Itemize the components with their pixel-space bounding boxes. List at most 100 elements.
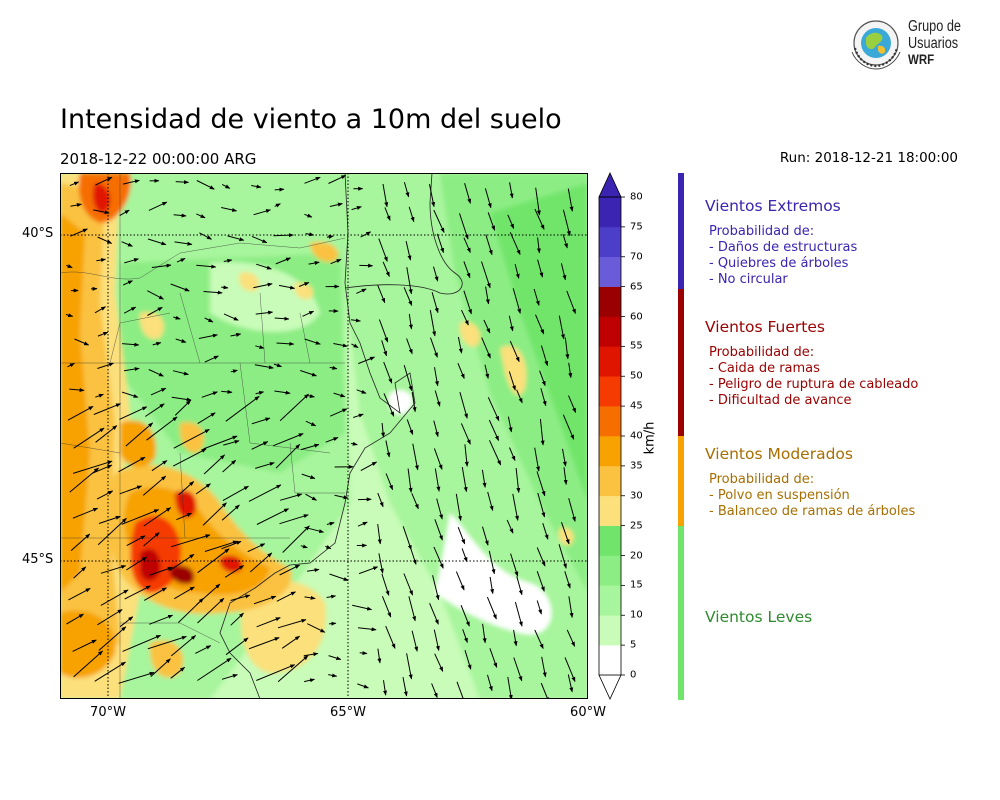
wind-arrow	[325, 545, 332, 550]
wind-arrow	[274, 316, 290, 321]
wind-arrow	[174, 586, 195, 600]
colorbar-tick-label: 20	[630, 550, 643, 561]
wind-arrow	[277, 655, 309, 683]
wind-arrow	[123, 306, 137, 314]
wind-arrow	[275, 257, 291, 265]
wind-arrow	[433, 629, 440, 651]
wind-arrow	[510, 553, 519, 577]
wind-arrow	[403, 182, 410, 198]
wind-arrow	[328, 174, 347, 184]
wind-arrow	[174, 400, 191, 416]
wind-arrow	[98, 626, 127, 651]
wind-arrow	[516, 389, 523, 404]
wind-arrow	[274, 203, 281, 208]
wind-arrow	[251, 235, 268, 244]
wind-arrow	[148, 201, 168, 211]
category-line: - Quiebres de árboles	[709, 256, 849, 271]
wind-arrow	[508, 315, 514, 332]
wind-arrow	[537, 259, 544, 278]
wind-arrow	[69, 181, 80, 187]
category-line: - Daños de estructuras	[709, 240, 858, 255]
wind-arrow	[460, 605, 470, 627]
wind-arrow	[461, 467, 468, 493]
wind-arrow	[255, 462, 275, 469]
wind-arrow	[568, 596, 574, 618]
wind-arrow	[385, 473, 394, 491]
colorbar-tick-label: 55	[630, 340, 643, 352]
wind-arrow	[69, 388, 85, 393]
wind-arrow	[221, 183, 231, 189]
lon-label-60w: 60°W	[570, 705, 606, 720]
wind-arrow	[485, 234, 493, 256]
wind-arrow	[463, 290, 472, 315]
wind-arrow	[178, 481, 195, 496]
wind-arrow	[333, 343, 348, 348]
colorbar-tick-label: 35	[630, 460, 643, 472]
wind-arrow	[481, 469, 487, 488]
wind-arrow	[119, 406, 148, 420]
wind-arrow	[69, 467, 99, 493]
logo-text-line2: Usuarios	[908, 35, 959, 52]
wind-arrow	[195, 645, 212, 654]
wind-arrow	[170, 534, 211, 548]
graticule	[60, 173, 588, 699]
wind-arrow	[276, 341, 295, 346]
wind-arrow	[143, 587, 167, 601]
wind-arrow	[433, 266, 439, 282]
wind-arrow	[97, 236, 113, 244]
wind-arrow	[506, 519, 514, 534]
wind-arrow	[175, 180, 189, 185]
wind-arrow	[122, 280, 133, 286]
wind-arrow	[568, 395, 577, 413]
wind-arrow	[70, 203, 82, 207]
colorbar-extend-min	[598, 674, 622, 700]
wind-arrow	[201, 391, 218, 398]
colorbar-level	[599, 615, 621, 646]
wind-arrow	[152, 341, 162, 346]
wind-arrow	[73, 427, 105, 449]
colorbar-tick-label: 80	[630, 191, 643, 203]
wind-arrow	[97, 517, 127, 546]
wind-arrow	[542, 523, 549, 540]
wind-arrow	[96, 490, 114, 500]
category-title-moderados: Vientos Moderados	[705, 445, 853, 463]
map-title: Intensidad de viento a 10m del suelo	[60, 104, 562, 135]
colorbar-tick-label: 30	[630, 490, 643, 502]
wind-arrow	[221, 540, 242, 550]
wind-arrow	[68, 587, 91, 601]
wind-arrow	[513, 657, 523, 682]
wind-arrow	[307, 623, 326, 633]
wind-arrow	[356, 288, 367, 294]
wind-arrow	[73, 566, 87, 579]
wind-arrow	[256, 664, 296, 681]
wind-arrow	[124, 585, 151, 600]
wind-arrow	[509, 232, 521, 256]
wind-arrow	[124, 367, 140, 372]
wind-arrow	[537, 492, 546, 518]
colorbar-tick-label: 70	[630, 251, 643, 263]
wind-arrow	[307, 568, 320, 573]
wind-arrow	[330, 258, 342, 265]
wind-arrow	[356, 389, 367, 394]
wind-arrow	[119, 485, 143, 495]
wind-arrow	[536, 600, 542, 615]
wind-arrow	[122, 179, 140, 185]
wind-arrow	[143, 532, 160, 547]
colorbar-level	[599, 256, 621, 287]
wind-arrow	[536, 471, 546, 497]
wind-arrow	[97, 331, 109, 337]
wind-arrow	[487, 212, 496, 231]
colorbar-extend-max	[598, 172, 622, 198]
wind-arrow	[382, 183, 389, 208]
wind-arrow	[457, 336, 463, 354]
wind-arrow	[434, 367, 439, 387]
logo-text-line3: WRF	[908, 51, 935, 67]
wind-arrow	[256, 263, 272, 270]
wind-arrow	[202, 502, 227, 526]
wind-speed-fill	[60, 173, 588, 699]
category-line: - Dificultad de avance	[709, 393, 852, 408]
map-frame	[60, 173, 588, 699]
wind-arrow	[253, 282, 273, 289]
wind-arrow	[304, 176, 321, 184]
wind-arrow	[378, 553, 384, 574]
